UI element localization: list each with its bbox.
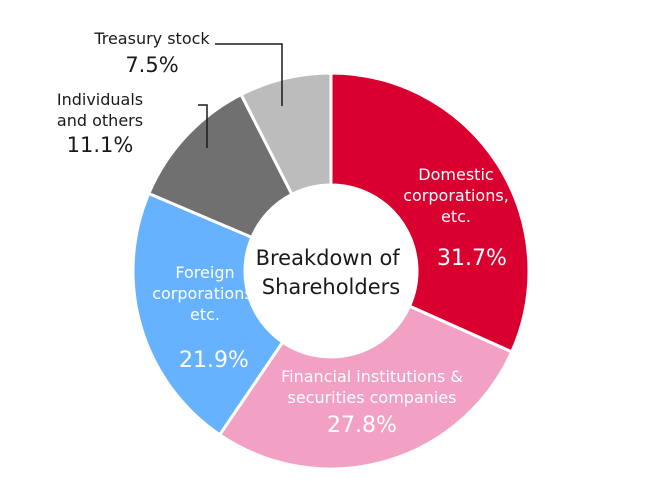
label-line: etc. (190, 305, 220, 324)
label-line: etc. (441, 207, 471, 226)
label-foreign-corporations-etc: Foreign corporations, etc. (152, 263, 258, 324)
pct-treasury-stock: 7.5% (125, 53, 178, 77)
label-line: Financial institutions & (281, 367, 463, 386)
donut-slices (131, 71, 531, 471)
label-financial-institutions-securities-companies: Financial institutions & securities compa… (281, 367, 463, 407)
label-line: securities companies (287, 388, 456, 407)
slice-foreign-corporations-etc (131, 191, 285, 437)
label-line: Foreign (175, 263, 234, 282)
leader-lines (198, 43, 283, 148)
center-title: Breakdown of Shareholders (256, 246, 407, 299)
slice-treasury-stock (239, 71, 333, 197)
slice-labels: Domestic corporations, etc. 31.7% Financial … (57, 29, 509, 438)
label-treasury-stock: Treasury stock (93, 29, 210, 48)
slice-domestic-corporations-etc (329, 71, 531, 354)
label-line: and others (57, 111, 143, 130)
pct-foreign-corporations-etc: 21.9% (179, 348, 249, 373)
pct-financial-institutions-securities-companies: 27.8% (327, 413, 397, 438)
center-title-line-2: Shareholders (262, 275, 400, 299)
center-title-line-1: Breakdown of (256, 246, 401, 270)
pct-domestic-corporations-etc: 31.7% (437, 246, 507, 271)
label-line: Treasury stock (93, 29, 210, 48)
label-line: Individuals (57, 90, 143, 109)
label-domestic-corporations-etc: Domestic corporations, etc. (403, 165, 509, 226)
label-line: Domestic (418, 165, 493, 184)
leader-treasury-stock (215, 43, 283, 106)
label-individuals-and-others: Individuals and others (57, 90, 143, 130)
slice-financial-institutions-securities-companies (217, 304, 514, 471)
pct-individuals-and-others: 11.1% (67, 133, 134, 157)
leader-individuals-and-others (198, 104, 208, 148)
label-line: corporations, (403, 186, 509, 205)
label-line: corporations, (152, 284, 258, 303)
